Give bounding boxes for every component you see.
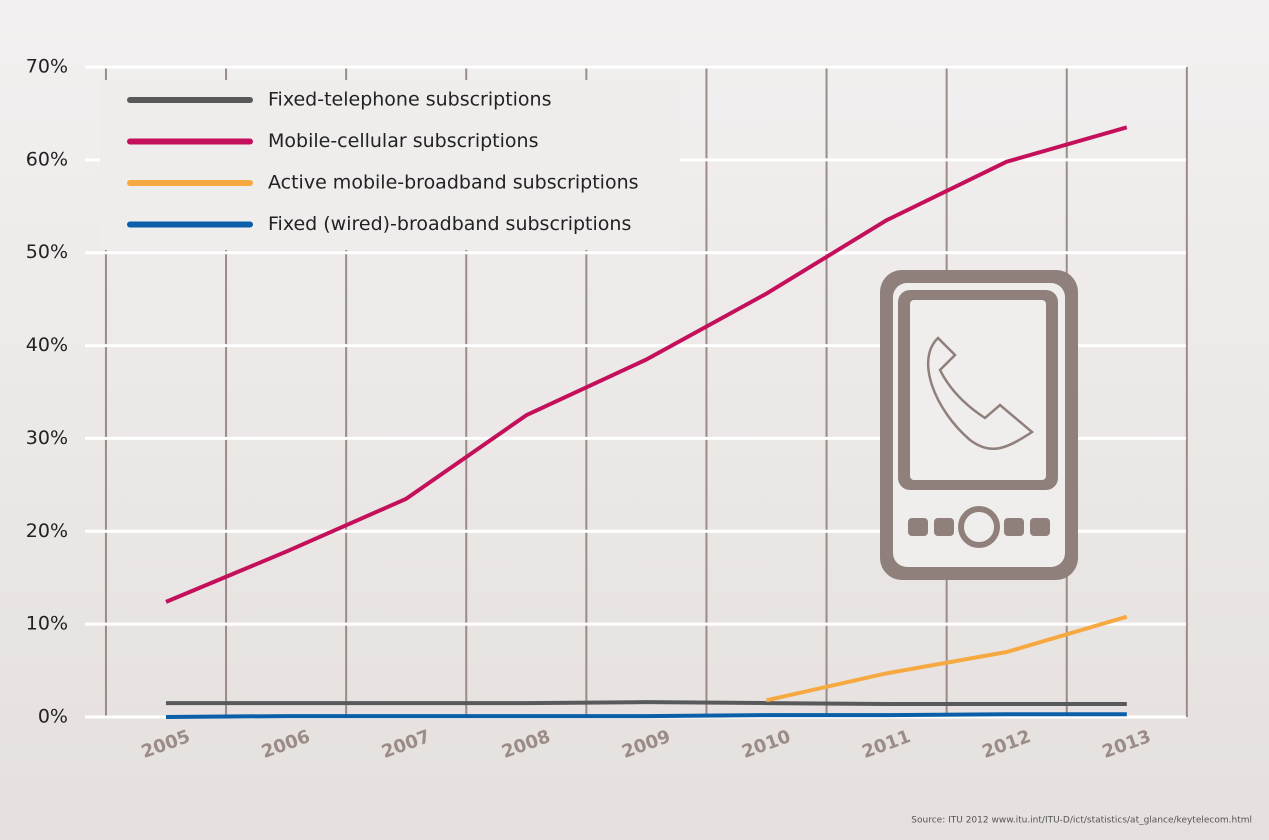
phone-icon [880,270,1078,580]
legend-label: Active mobile-broadband subscriptions [268,172,639,194]
y-tick-label: 0% [38,706,68,728]
y-tick-label: 10% [26,613,68,635]
series-line [766,614,1128,703]
y-tick-label: 40% [26,334,68,356]
y-tick-label: 20% [26,520,68,542]
y-tick-label: 60% [26,148,68,170]
source-note: Source: ITU 2012 www.itu.int/ITU-D/ict/s… [911,816,1252,826]
legend-label: Fixed-telephone subscriptions [268,89,552,111]
legend-label: Fixed (wired)-broadband subscriptions [268,213,631,235]
series-line [165,125,1128,604]
y-tick-label: 50% [26,241,68,263]
series-line [166,700,1127,706]
y-tick-label: 70% [26,56,68,78]
legend-label: Mobile-cellular subscriptions [268,130,538,152]
series-line [165,712,1127,719]
y-tick-label: 30% [26,427,68,449]
